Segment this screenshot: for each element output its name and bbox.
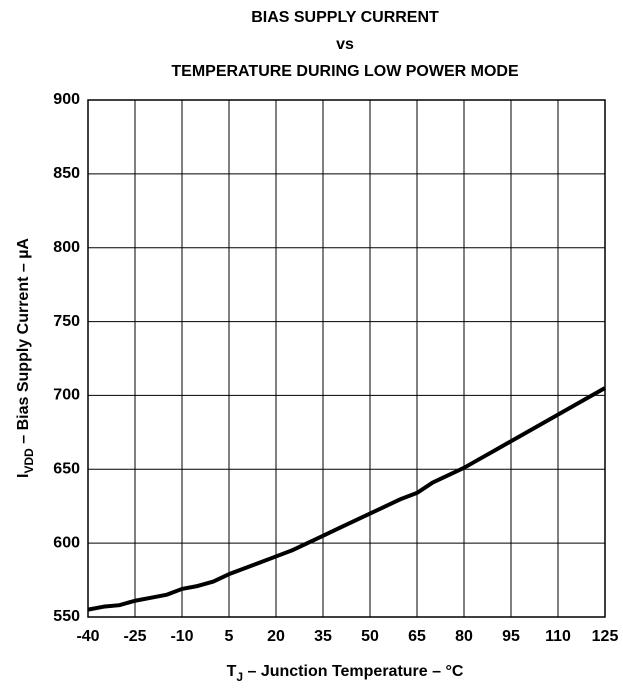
y-tick-label: 800	[53, 239, 80, 256]
data-line	[87, 386, 606, 612]
y-tick-label: 700	[53, 387, 80, 404]
x-tick-label: -10	[170, 628, 193, 645]
y-axis-label-part: I	[15, 474, 32, 478]
x-tick-label: -25	[123, 628, 146, 645]
x-tick-label: 80	[455, 628, 473, 645]
x-tick-label: 95	[502, 628, 520, 645]
x-axis-label-sub: J	[236, 670, 243, 684]
plot-frame	[87, 99, 606, 618]
x-tick-label: 110	[545, 628, 571, 645]
x-tick-label: 65	[408, 628, 426, 645]
y-axis-label-sub: VDD	[22, 448, 36, 474]
y-axis-label: IVDD – Bias Supply Current – µA	[15, 238, 36, 478]
x-tick-label: 5	[225, 628, 234, 645]
x-axis-label: TJ – Junction Temperature – °C	[227, 663, 464, 684]
x-axis-label-part: – Junction Temperature – °C	[243, 663, 464, 680]
y-tick-label: 900	[53, 91, 80, 108]
x-tick-label: -40	[76, 628, 99, 645]
y-tick-label: 750	[53, 313, 80, 330]
chart-title: TEMPERATURE DURING LOW POWER MODE	[171, 63, 519, 80]
y-axis-label-part: – Bias Supply Current – µA	[15, 238, 32, 449]
y-tick-label: 650	[53, 461, 80, 478]
chart-title: BIAS SUPPLY CURRENT	[251, 9, 439, 26]
x-tick-label: 20	[267, 628, 285, 645]
x-axis-label-part: T	[227, 663, 237, 680]
x-tick-label: 125	[592, 628, 619, 645]
x-tick-label: 50	[361, 628, 379, 645]
y-tick-label: 550	[53, 608, 80, 625]
y-tick-label: 850	[53, 165, 80, 182]
chart-title: vs	[336, 36, 354, 53]
x-tick-label: 35	[314, 628, 332, 645]
y-tick-label: 600	[53, 534, 80, 551]
